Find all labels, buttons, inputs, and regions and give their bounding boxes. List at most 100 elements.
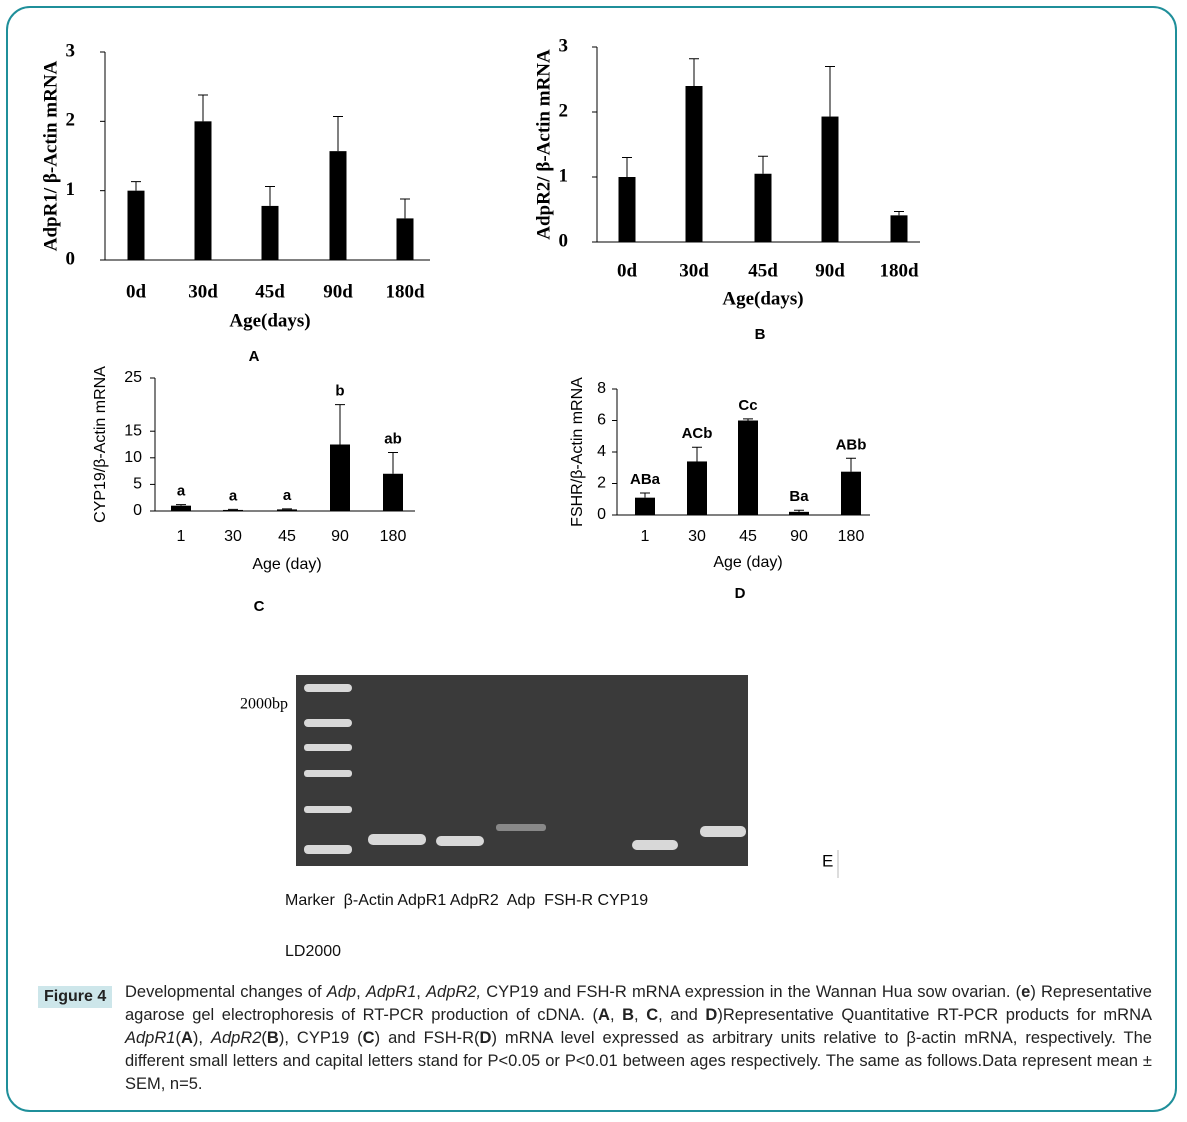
annotation: ACb bbox=[682, 425, 713, 442]
caption-text: A bbox=[598, 1006, 610, 1024]
caption-text: D bbox=[479, 1029, 492, 1047]
x-tick-label: 30d bbox=[679, 260, 709, 281]
caption-text: , bbox=[416, 983, 427, 1001]
caption-text: AdpR1 bbox=[125, 1029, 176, 1047]
caption-text: ), CYP19 ( bbox=[278, 1029, 363, 1047]
error-bar bbox=[743, 418, 753, 421]
annotation: Ba bbox=[789, 488, 809, 505]
x-tick-label: 180d bbox=[385, 281, 425, 302]
y-axis-label: AdpR2/ β-Actin mRNA bbox=[533, 49, 554, 240]
x-tick-label: 0d bbox=[617, 260, 638, 281]
error-bar bbox=[228, 508, 238, 510]
bar bbox=[890, 215, 908, 242]
annotation: a bbox=[177, 483, 186, 500]
annotation: ab bbox=[384, 430, 402, 447]
x-axis-label: Age(days) bbox=[722, 288, 803, 309]
error-bar bbox=[265, 186, 275, 206]
lane-labels: Marker β-Actin AdpR1 AdpR2 Adp FSH-R CYP… bbox=[285, 892, 649, 909]
x-tick-label: 45d bbox=[255, 281, 285, 302]
bar bbox=[687, 461, 707, 515]
caption-text: ( bbox=[261, 1029, 267, 1047]
caption-text: , bbox=[634, 1006, 647, 1024]
error-bar bbox=[400, 198, 410, 219]
caption-text: CYP19 and FSH-R mRNA expression in the W… bbox=[481, 983, 1022, 1001]
bar bbox=[841, 471, 861, 515]
caption-text: AdpR2 bbox=[210, 1029, 262, 1047]
annotation: a bbox=[283, 487, 292, 504]
error-bar bbox=[794, 509, 804, 512]
panel-label: A bbox=[249, 348, 260, 365]
caption-text: , bbox=[609, 1006, 623, 1024]
y-tick-label: 15 bbox=[124, 422, 142, 439]
caption-text: C bbox=[362, 1029, 375, 1047]
y-tick-label: 10 bbox=[124, 449, 142, 466]
y-tick-label: 2 bbox=[559, 100, 569, 121]
x-tick-label: 90d bbox=[815, 260, 845, 281]
y-tick-label: 3 bbox=[66, 40, 76, 61]
bar bbox=[738, 420, 758, 515]
y-tick-label: 1 bbox=[559, 165, 569, 186]
annotation: Cc bbox=[738, 397, 757, 414]
bar bbox=[396, 218, 414, 260]
bar bbox=[618, 177, 636, 242]
caption-text: Adp bbox=[326, 983, 357, 1001]
caption-text: )Representative Quantitative RT-PCR prod… bbox=[717, 1006, 1153, 1024]
error-bar bbox=[131, 181, 141, 191]
bar bbox=[171, 505, 191, 511]
caption-text: AdpR1 bbox=[365, 983, 417, 1001]
error-bar bbox=[176, 504, 186, 506]
error-bar bbox=[622, 157, 632, 177]
annotation: a bbox=[229, 487, 238, 504]
bar bbox=[261, 205, 279, 260]
x-tick-label: 30 bbox=[688, 528, 706, 545]
error-bar bbox=[689, 58, 699, 86]
caption-text: D bbox=[705, 1006, 718, 1024]
caption-text: ) and FSH-R( bbox=[374, 1029, 480, 1047]
error-bar bbox=[198, 94, 208, 122]
panel-label: C bbox=[254, 598, 265, 615]
x-tick-label: 30d bbox=[188, 281, 218, 302]
caption-text: A bbox=[180, 1029, 193, 1047]
bar bbox=[329, 151, 347, 260]
bar bbox=[821, 116, 839, 242]
frame bbox=[6, 6, 1177, 1112]
x-tick-label: 45 bbox=[278, 528, 296, 545]
x-tick-label: 90 bbox=[331, 528, 349, 545]
caption-text: ) Representative agarose gel electrophor… bbox=[125, 983, 1152, 1024]
x-tick-label: 1 bbox=[177, 528, 186, 545]
y-tick-label: 3 bbox=[559, 35, 569, 56]
x-tick-label: 1 bbox=[641, 528, 650, 545]
x-tick-label: 180d bbox=[879, 260, 919, 281]
bar bbox=[635, 497, 655, 515]
y-tick-label: 0 bbox=[597, 506, 606, 523]
y-tick-label: 6 bbox=[597, 412, 606, 429]
y-tick-label: 5 bbox=[133, 476, 142, 493]
x-axis-label: Age(days) bbox=[229, 310, 310, 331]
y-tick-label: 0 bbox=[66, 248, 76, 269]
y-axis-label: AdpR1/ β-Actin mRNA bbox=[40, 60, 61, 251]
ladder-label: LD2000 bbox=[285, 943, 342, 960]
x-tick-label: 30 bbox=[224, 528, 242, 545]
bar bbox=[789, 511, 809, 515]
y-axis-label: CYP19/β-Actin mRNA bbox=[92, 366, 109, 523]
caption-text: ), bbox=[192, 1029, 211, 1047]
panel-label: B bbox=[755, 326, 766, 343]
caption-text: ) mRNA level expressed as arbitrary unit… bbox=[125, 1029, 1152, 1093]
y-tick-label: 8 bbox=[597, 380, 606, 397]
x-tick-label: 45 bbox=[739, 528, 757, 545]
error-bar bbox=[282, 508, 292, 510]
y-tick-label: 25 bbox=[124, 369, 142, 386]
gel: 2000bp E bbox=[240, 675, 839, 878]
bar bbox=[277, 509, 297, 511]
annotation: b bbox=[335, 383, 344, 400]
caption-text: C bbox=[646, 1006, 659, 1024]
caption-text: , bbox=[356, 983, 366, 1001]
error-bar bbox=[758, 155, 768, 174]
x-tick-label: 90 bbox=[790, 528, 808, 545]
annotation: ABb bbox=[836, 436, 867, 453]
error-bar bbox=[894, 210, 904, 216]
error-bar bbox=[640, 492, 650, 498]
x-tick-label: 180 bbox=[380, 528, 407, 545]
y-tick-label: 4 bbox=[597, 443, 606, 460]
